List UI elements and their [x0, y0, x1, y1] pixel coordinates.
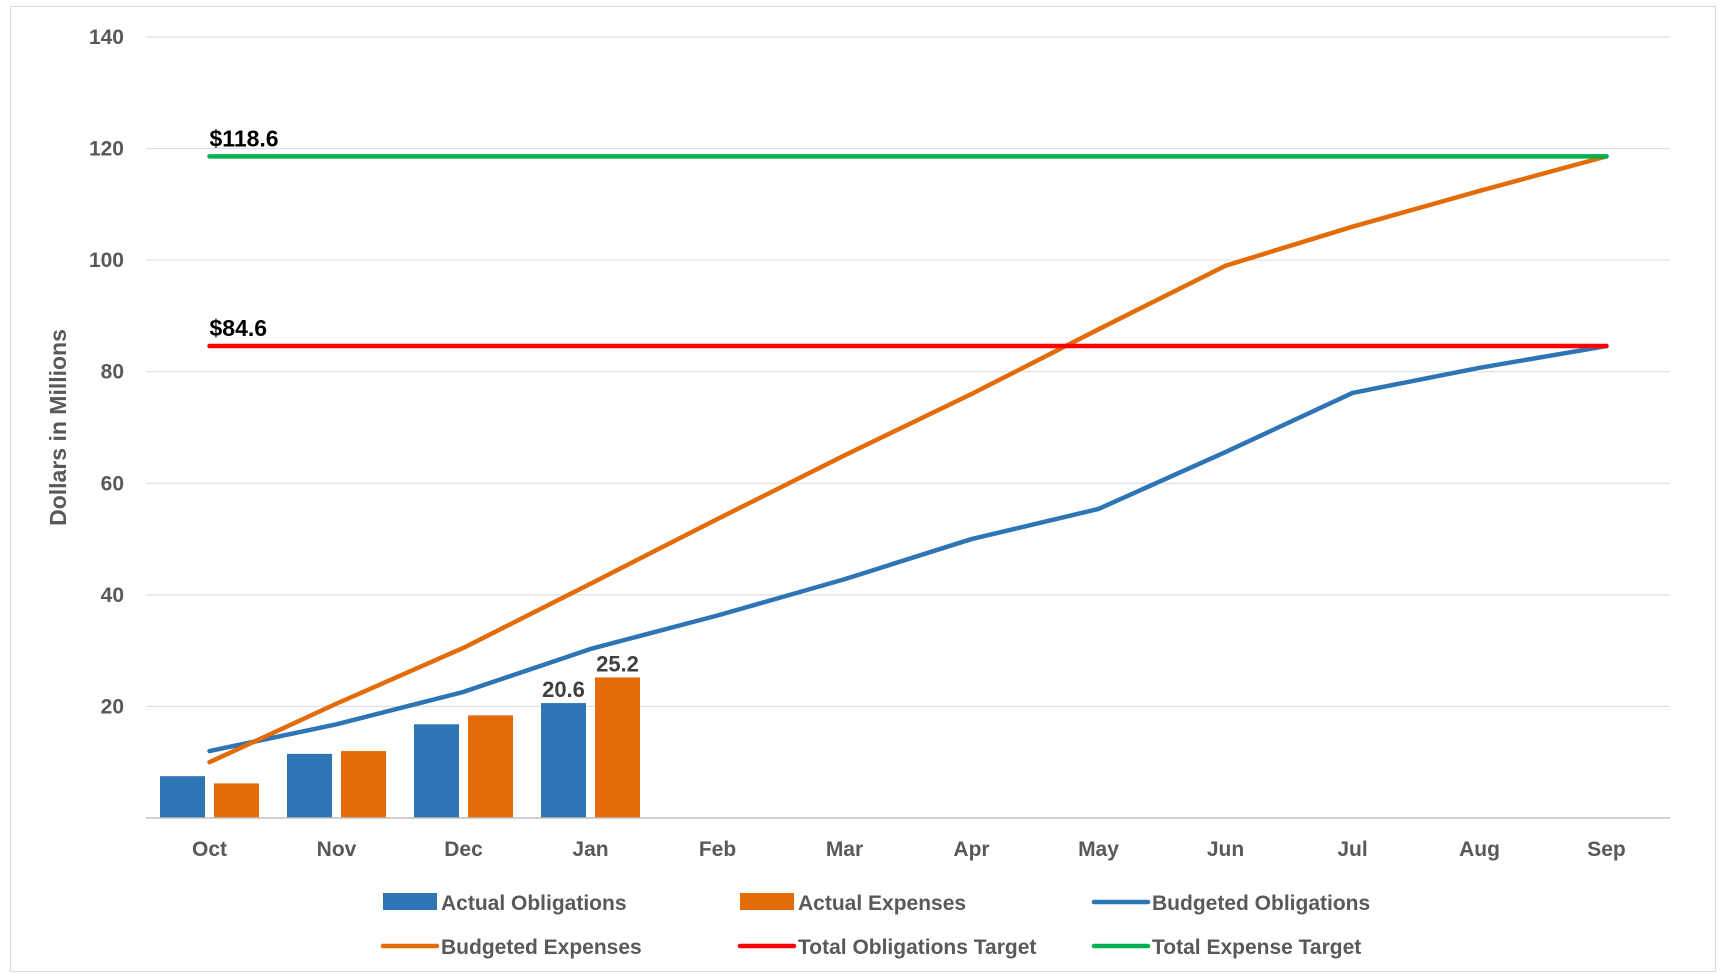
- budgeted-expenses-line: [207, 154, 1609, 765]
- actual-obligations-legend-label: Actual Obligations: [441, 892, 627, 915]
- actual-obligations-bar: [414, 724, 459, 818]
- actual-expenses-bar: [341, 751, 386, 818]
- y-tick-label: 20: [101, 695, 124, 718]
- legend: Actual Obligations Actual Expenses Budgete…: [380, 892, 1370, 959]
- actual-expenses-legend-swatch: [740, 893, 794, 910]
- budgeted-expenses-legend-label: Budgeted Expenses: [441, 936, 642, 959]
- y-tick-label: 140: [89, 26, 124, 49]
- x-tick-label: Dec: [444, 838, 483, 861]
- budgeted-obligations-legend-label: Budgeted Obligations: [1152, 892, 1370, 915]
- x-tick-label: Jun: [1207, 838, 1244, 861]
- x-tick-label: Nov: [317, 838, 357, 861]
- x-tick-label: Mar: [826, 838, 863, 861]
- x-tick-label: Sep: [1587, 838, 1626, 861]
- total-obligations-target-label: $84.6: [210, 315, 268, 341]
- actual-obligations-data-label: 20.6: [542, 677, 585, 702]
- x-tick-label: Oct: [192, 838, 227, 861]
- x-tick-label: May: [1078, 838, 1119, 861]
- actual-expenses-bar: [468, 715, 513, 818]
- y-tick-label: 80: [101, 361, 124, 384]
- actual-obligations-legend-swatch: [383, 893, 437, 910]
- actual-obligations-bar: [541, 703, 586, 818]
- x-tick-label: Aug: [1459, 838, 1500, 861]
- y-tick-label: 120: [89, 138, 124, 161]
- x-tick-label: Apr: [953, 838, 989, 861]
- y-tick-label: 60: [101, 472, 124, 495]
- actual-obligations-bar: [287, 753, 332, 818]
- actual-expenses-bar: [595, 677, 640, 818]
- y-tick-label: 40: [101, 584, 124, 607]
- axes: 20 40 60 80 100 120 140 Oct Nov Dec Jan Feb Mar Apr Ma…: [45, 26, 1670, 861]
- lines: [207, 154, 1609, 765]
- actual-obligations-bar: [160, 776, 205, 818]
- bars: [160, 677, 640, 818]
- actual-expenses-data-label: 25.2: [596, 651, 639, 676]
- budgeted-obligations-line: [207, 343, 1609, 754]
- total-expense-target-legend-label: Total Expense Target: [1152, 936, 1361, 959]
- gridlines: [146, 36, 1670, 707]
- total-expense-target-label: $118.6: [210, 125, 279, 151]
- x-tick-label: Jul: [1337, 838, 1367, 861]
- y-axis-title: Dollars in Millions: [45, 329, 71, 526]
- chart-frame: [10, 6, 1716, 972]
- x-tick-label: Feb: [699, 838, 736, 861]
- y-tick-label: 100: [89, 249, 124, 272]
- actual-expenses-bar: [214, 783, 259, 818]
- actual-expenses-legend-label: Actual Expenses: [798, 892, 966, 915]
- data-labels: 20.6 25.2 $84.6 $118.6: [210, 125, 639, 702]
- total-obligations-target-legend-label: Total Obligations Target: [798, 936, 1036, 959]
- x-tick-label: Jan: [572, 838, 608, 861]
